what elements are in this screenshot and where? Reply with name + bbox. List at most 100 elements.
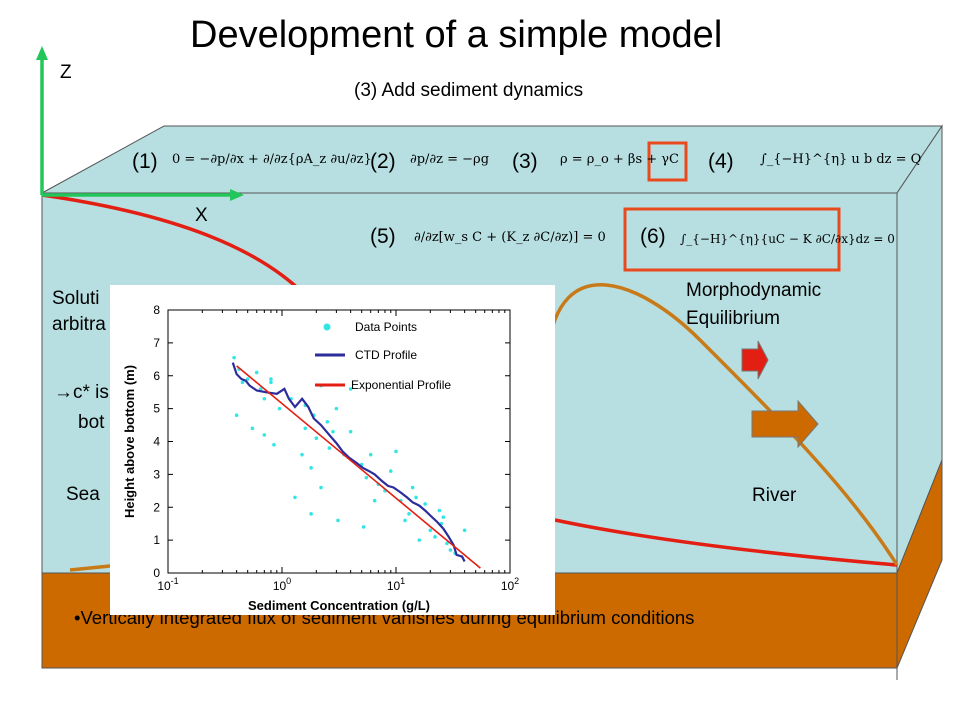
morphodynamic-label-2: Equilibrium <box>686 308 780 329</box>
data-point <box>232 355 236 360</box>
eq3-formula: ρ = ρ_o + βs + γC <box>560 152 679 167</box>
y-tick-label: 4 <box>153 435 160 449</box>
y-tick-label: 8 <box>153 303 160 317</box>
legend-label: Exponential Profile <box>351 378 451 392</box>
data-point <box>327 446 332 450</box>
data-point <box>293 495 297 500</box>
cstar-label-1: →c* is <box>54 382 109 403</box>
data-point <box>433 535 437 539</box>
z-axis-label: Z <box>60 62 72 83</box>
data-point <box>272 442 276 447</box>
solution-label-1: Soluti <box>52 288 100 309</box>
brown-arrow-icon <box>751 399 819 449</box>
legend-label: Data Points <box>355 320 417 334</box>
data-point <box>325 419 330 424</box>
eq1-number: (1) <box>132 150 158 173</box>
data-point <box>262 396 267 401</box>
slide-title: Development of a simple model <box>190 14 723 56</box>
eq3-number: (3) <box>512 150 538 173</box>
brown-equilibrium-curve <box>546 283 899 566</box>
eq2-number: (2) <box>370 150 396 173</box>
data-point <box>403 518 407 523</box>
data-point <box>368 452 373 457</box>
data-point <box>445 541 449 546</box>
data-point <box>437 508 442 513</box>
legend-marker-points <box>323 323 331 331</box>
eq5-number: (5) <box>370 225 396 248</box>
red-bed-curve <box>554 518 898 567</box>
red-arrow-icon <box>741 340 769 380</box>
sediment-profile-chart: 0 1 2 3 4 5 6 7 8 10-1 100 101 102 Sediment Concentra… <box>122 303 519 613</box>
eq6-formula: ∫_{−H}^{η}{uC − K ∂C/∂x}dz = 0 <box>680 232 895 246</box>
eq6-highlight-box <box>623 207 841 272</box>
y-tick-label: 2 <box>153 500 160 514</box>
data-point <box>309 466 313 470</box>
eq1-formula: 0 = −∂p/∂x + ∂/∂z{ρA_z ∂u/∂z} <box>172 152 372 167</box>
gamma-c-highlight-box <box>647 141 688 182</box>
x-tick-label: 102 <box>501 576 519 593</box>
slide-subtitle: (3) Add sediment dynamics <box>354 80 584 101</box>
data-point <box>414 495 418 500</box>
data-point <box>309 512 313 516</box>
solution-label-2: arbitra <box>52 314 106 335</box>
plot-area <box>167 309 511 574</box>
data-point <box>240 380 245 385</box>
data-point <box>417 538 422 542</box>
x-tick-label: 100 <box>273 576 291 593</box>
data-point <box>277 406 282 411</box>
y-tick-label: 6 <box>153 369 160 383</box>
data-point <box>269 380 273 385</box>
data-point <box>428 528 433 533</box>
data-point <box>303 426 308 431</box>
series-line <box>236 365 481 569</box>
eq2-formula: ∂p/∂z = −ρg <box>410 152 490 167</box>
data-point <box>372 498 377 503</box>
data-point <box>462 528 467 533</box>
data-point <box>361 525 366 529</box>
legend-label: CTD Profile <box>355 348 417 362</box>
data-point <box>394 449 398 454</box>
eq6-number: (6) <box>640 225 666 248</box>
eq5-formula: ∂/∂z[w_s C + (K_z ∂C/∂z)] = 0 <box>414 230 606 245</box>
y-tick-label: 3 <box>153 467 160 481</box>
brown-bottom-arrow <box>69 564 111 572</box>
x-axis-arrowhead <box>230 189 244 201</box>
y-tick-label: 1 <box>153 533 160 547</box>
data-point <box>234 413 239 417</box>
eq4-number: (4) <box>708 150 734 173</box>
sea-label: Sea <box>66 484 100 505</box>
data-point <box>336 518 340 523</box>
data-point <box>300 452 304 457</box>
data-point <box>254 370 259 375</box>
data-point <box>258 387 263 391</box>
data-point <box>448 548 453 552</box>
data-point <box>314 436 319 441</box>
data-point <box>348 429 353 434</box>
data-point <box>407 512 411 516</box>
data-point <box>410 485 415 490</box>
x-tick-label: 10-1 <box>157 576 178 593</box>
data-point <box>423 502 427 506</box>
eq4-formula: ∫_{−H}^{η} u b dz = Q <box>760 152 922 167</box>
data-point <box>334 406 339 411</box>
data-point <box>245 377 250 381</box>
y-tick-label: 7 <box>153 336 160 350</box>
x-tick-label: 101 <box>387 576 405 593</box>
data-point <box>262 433 267 437</box>
data-point <box>388 469 393 473</box>
data-point <box>364 475 369 480</box>
data-point <box>319 485 323 490</box>
data-point <box>250 426 255 431</box>
river-label: River <box>752 485 797 506</box>
cstar-label-2: bot <box>78 412 105 433</box>
x-axis-title: Sediment Concentration (g/L) <box>248 598 430 613</box>
data-point <box>441 515 446 519</box>
data-point <box>269 377 273 381</box>
data-point <box>331 429 335 434</box>
y-axis-title: Height above bottom (m) <box>122 365 137 518</box>
inset-chart-panel: 0 1 2 3 4 5 6 7 8 10-1 100 101 102 Sediment Concentra… <box>110 285 555 615</box>
y-tick-label: 5 <box>153 402 160 416</box>
data-point <box>348 387 353 391</box>
z-axis-arrowhead <box>36 46 48 60</box>
morphodynamic-label-1: Morphodynamic <box>686 280 822 301</box>
